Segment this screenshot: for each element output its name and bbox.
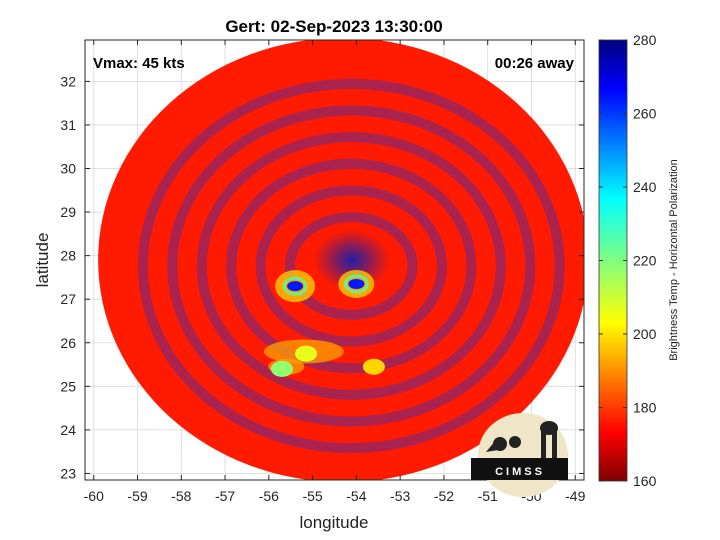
logo-text: CIMSS [495,466,545,478]
y-axis-label: latitude [33,233,52,288]
feature-point [287,281,304,292]
y-tick-label: 26 [60,335,76,351]
x-tick-label: -54 [346,488,366,504]
y-tick-label: 28 [60,248,76,264]
x-tick-label: -55 [302,488,322,504]
eye-region [314,230,391,290]
x-tick-label: -51 [478,488,498,504]
rainband [137,78,565,454]
colorbar-tick-label: 180 [633,400,657,416]
y-tick-label: 29 [60,204,76,220]
colorbar-tick-label: 220 [633,253,657,269]
x-tick-label: -58 [171,488,191,504]
feature-point [362,358,385,375]
colorbar-ticks: 160 180 200 220 240 260 280 [599,32,657,489]
colorbar-tick-label: 240 [633,179,657,195]
y-tick-label: 24 [60,422,76,438]
x-tick-label: -49 [565,488,585,504]
rainband [167,105,536,427]
rainband [255,185,447,347]
x-tick-label: -59 [127,488,147,504]
colorbar-tick-label: 200 [633,326,657,342]
x-tick-label: -56 [259,488,279,504]
x-tick-label: -57 [215,488,235,504]
feature-point [295,345,318,362]
colorbar-label: Brightness Temp - Horizontal Polarizatio… [668,159,680,361]
colorbar-tick-label: 160 [633,473,657,489]
feature-ring [343,274,369,294]
y-tick-label: 27 [60,291,76,307]
vmax-annotation: Vmax: 45 kts [93,55,185,72]
y-tick-label: 25 [60,378,76,394]
x-tick-label: -60 [84,488,104,504]
rainband [226,158,477,374]
y-tick-label: 32 [60,73,76,89]
y-tick-label: 23 [60,465,76,481]
rainband [196,132,506,400]
x-tick-label: -52 [434,488,454,504]
x-tick-label: -53 [390,488,410,504]
rainband [284,212,418,320]
y-tick-label: 30 [60,161,76,177]
plot-border [84,39,585,481]
chart-title: Gert: 02-Sep-2023 13:30:00 [225,17,442,36]
swath-layer [98,40,584,480]
colorbar-tick-label: 260 [633,106,657,122]
time-offset-annotation: 00:26 away [495,55,575,72]
colorbar [598,39,628,482]
y-tick-label: 31 [60,117,76,133]
feature-point [270,360,293,377]
colorbar-tick-label: 280 [633,32,657,48]
cimss-logo: CIMSS [471,413,568,497]
x-axis-label: longitude [299,513,368,532]
feature-ring [282,276,308,296]
feature-point [348,278,365,289]
